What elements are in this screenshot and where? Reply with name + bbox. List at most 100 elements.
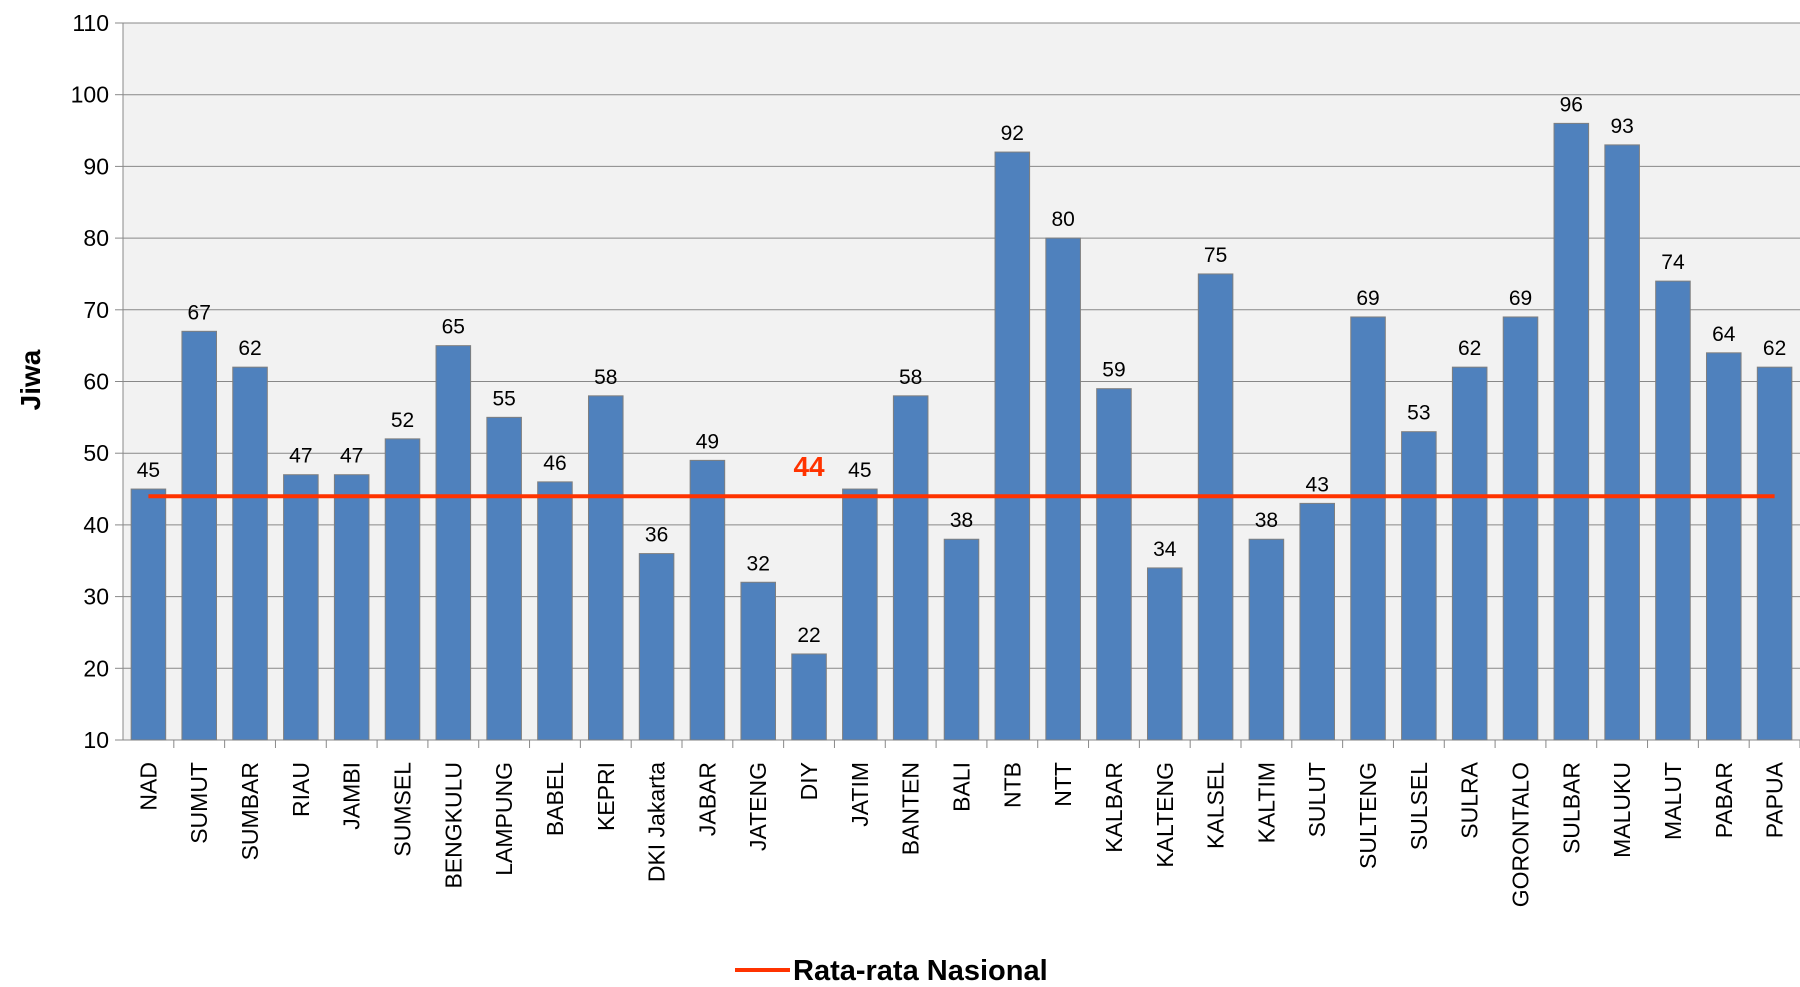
y-tick-label: 80 <box>83 225 109 251</box>
x-tick-label: DKI Jakarta <box>644 762 670 882</box>
value-label: 62 <box>238 337 261 360</box>
bar <box>1350 316 1386 741</box>
bar <box>1096 388 1132 741</box>
bar <box>1146 567 1183 741</box>
x-tick-label: KALTIM <box>1253 762 1279 843</box>
bar <box>689 459 726 741</box>
x-tick-label: DIY <box>796 762 822 800</box>
x-tick-label: SULBAR <box>1558 762 1584 854</box>
x-tick-label: BANTEN <box>898 762 924 855</box>
value-label: 47 <box>340 445 363 468</box>
bar <box>1705 352 1742 741</box>
bar <box>435 345 472 741</box>
x-tick-label: SULSEL <box>1406 762 1432 850</box>
bar <box>587 395 624 741</box>
value-label: 55 <box>492 387 515 410</box>
bar <box>1197 273 1234 741</box>
y-tick-label: 60 <box>83 369 109 395</box>
x-tick-label: SUMSEL <box>390 762 416 857</box>
bar <box>1655 280 1691 741</box>
value-label: 93 <box>1610 115 1633 138</box>
value-label: 74 <box>1661 251 1685 274</box>
value-label: 62 <box>1763 337 1786 360</box>
y-tick-label: 90 <box>83 153 109 179</box>
bar <box>1299 502 1336 741</box>
x-tick-label: KALTENG <box>1152 762 1178 868</box>
value-label: 80 <box>1051 208 1074 231</box>
bar <box>892 395 929 741</box>
value-label: 34 <box>1153 538 1177 561</box>
bar <box>943 538 980 741</box>
value-label: 64 <box>1712 323 1736 346</box>
value-label: 69 <box>1509 287 1532 310</box>
y-tick-label: 20 <box>83 655 109 681</box>
x-tick-label: JABAR <box>694 762 720 836</box>
value-label: 45 <box>848 459 871 482</box>
x-tick-label: LAMPUNG <box>491 762 517 876</box>
reference-label: 44 <box>793 451 825 482</box>
bar <box>232 366 268 741</box>
x-tick-label: PAPUA <box>1762 761 1788 838</box>
x-tick-label: NAD <box>135 762 161 811</box>
value-label: 75 <box>1204 244 1227 267</box>
bar <box>1502 316 1539 741</box>
value-label: 46 <box>543 452 566 475</box>
value-label: 32 <box>747 552 770 575</box>
value-label: 59 <box>1102 359 1125 382</box>
bar <box>384 438 421 741</box>
x-tick-label: PABAR <box>1711 762 1737 838</box>
bar <box>181 330 218 741</box>
x-tick-label: RIAU <box>288 762 314 817</box>
x-tick-label: JAMBI <box>339 762 365 830</box>
bar <box>283 474 319 741</box>
x-tick-label: SULRA <box>1457 761 1483 838</box>
x-tick-label: GORONTALO <box>1508 762 1534 907</box>
value-label: 38 <box>950 509 973 532</box>
x-tick-label: KALSEL <box>1203 762 1229 849</box>
value-label: 47 <box>289 445 312 468</box>
bar <box>842 488 878 741</box>
bar <box>1756 366 1793 741</box>
y-tick-label: 50 <box>83 440 109 466</box>
x-tick-label: KEPRI <box>593 762 619 831</box>
y-tick-label: 110 <box>72 10 109 36</box>
bar <box>994 151 1031 741</box>
x-tick-label: NTT <box>1050 762 1076 807</box>
y-tick-label: 30 <box>83 584 109 610</box>
x-tick-label: BALI <box>949 762 975 812</box>
value-label: 52 <box>391 409 414 432</box>
value-label: 22 <box>797 624 820 647</box>
value-label: 58 <box>594 366 617 389</box>
bar <box>740 581 777 741</box>
bar <box>537 481 573 741</box>
value-label: 58 <box>899 366 922 389</box>
bar <box>333 474 370 741</box>
y-tick-label: 40 <box>83 512 109 538</box>
x-tick-label: SUMBAR <box>237 762 263 860</box>
value-label: 65 <box>442 316 465 339</box>
x-tick-label: JATENG <box>745 762 771 851</box>
x-tick-label: NTB <box>999 762 1025 808</box>
x-tick-label: MALUT <box>1660 762 1686 840</box>
bar <box>1248 538 1285 741</box>
bar <box>1604 144 1640 741</box>
y-tick-label: 70 <box>83 297 109 323</box>
x-tick-label: SULTENG <box>1355 762 1381 869</box>
legend-label: Rata-rata Nasional <box>793 955 1048 987</box>
bar <box>638 553 675 741</box>
bar <box>1401 431 1437 741</box>
bar <box>791 653 827 741</box>
x-tick-label: JATIM <box>847 762 873 827</box>
x-tick-label: SUMUT <box>186 762 212 844</box>
bar <box>486 416 522 741</box>
value-label: 67 <box>188 301 211 324</box>
value-label: 96 <box>1560 93 1583 116</box>
value-label: 43 <box>1306 473 1329 496</box>
x-tick-label: MALUKU <box>1609 762 1635 858</box>
x-tick-label: KALBAR <box>1101 762 1127 853</box>
bar <box>1553 122 1590 741</box>
bar <box>1045 237 1081 741</box>
value-label: 45 <box>137 459 160 482</box>
bar <box>130 488 167 741</box>
